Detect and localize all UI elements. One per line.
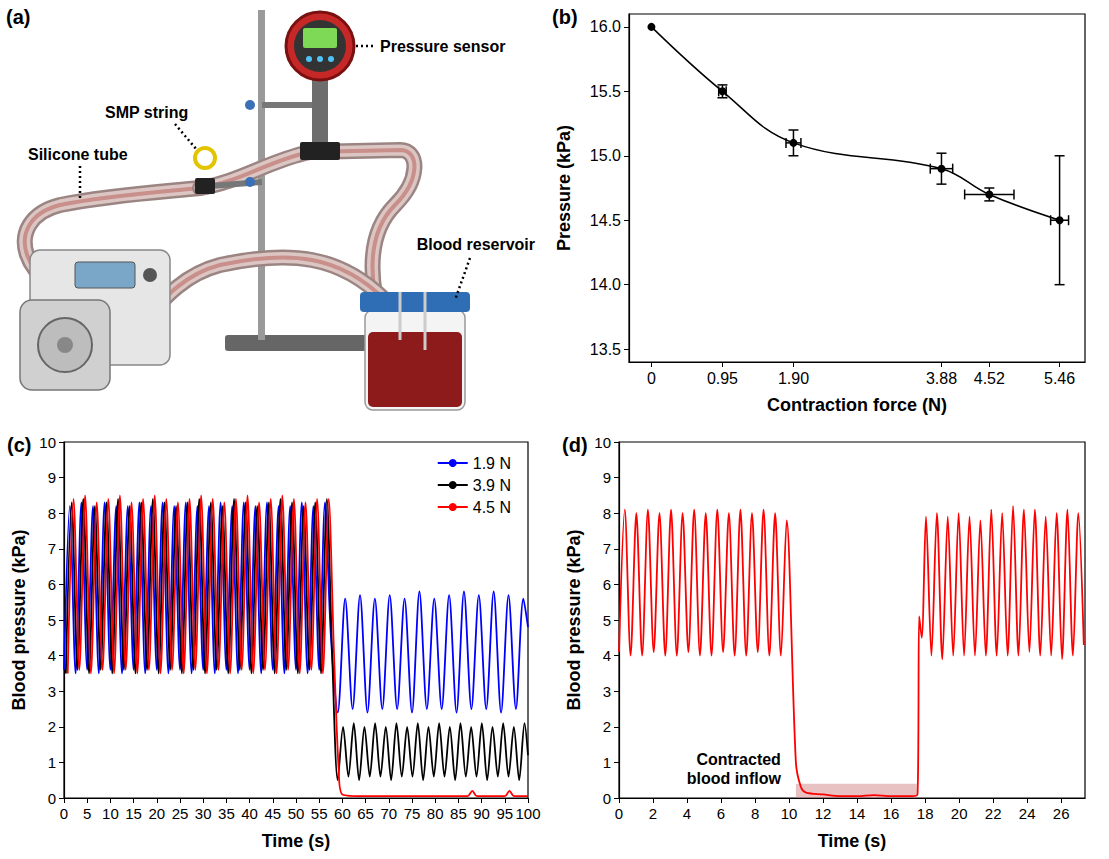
svg-text:0: 0 [60, 805, 68, 822]
svg-text:6: 6 [48, 576, 56, 593]
svg-text:35: 35 [218, 805, 235, 822]
svg-text:Contracted: Contracted [696, 751, 780, 768]
svg-text:4: 4 [683, 805, 691, 822]
svg-text:Blood reservoir: Blood reservoir [417, 236, 535, 253]
svg-text:40: 40 [241, 805, 258, 822]
svg-text:10: 10 [39, 434, 56, 451]
svg-text:55: 55 [311, 805, 328, 822]
svg-text:1: 1 [48, 754, 56, 771]
svg-text:75: 75 [404, 805, 421, 822]
svg-text:10: 10 [102, 805, 119, 822]
svg-text:Time (s): Time (s) [262, 831, 331, 851]
svg-text:50: 50 [288, 805, 305, 822]
svg-text:0: 0 [48, 790, 56, 807]
svg-text:3: 3 [603, 683, 611, 700]
svg-text:4: 4 [603, 647, 611, 664]
svg-text:45: 45 [264, 805, 281, 822]
svg-text:10: 10 [781, 805, 798, 822]
svg-text:16.0: 16.0 [590, 18, 621, 35]
svg-text:5: 5 [48, 612, 56, 629]
svg-text:14: 14 [849, 805, 866, 822]
svg-text:5.46: 5.46 [1044, 370, 1075, 387]
svg-text:70: 70 [380, 805, 397, 822]
svg-text:3: 3 [48, 683, 56, 700]
svg-text:Time (s): Time (s) [818, 831, 887, 851]
svg-text:15.0: 15.0 [590, 147, 621, 164]
svg-text:0.95: 0.95 [707, 370, 738, 387]
svg-text:22: 22 [985, 805, 1002, 822]
svg-text:16: 16 [883, 805, 900, 822]
svg-text:(b): (b) [552, 6, 578, 28]
svg-text:26: 26 [1053, 805, 1070, 822]
svg-text:10: 10 [594, 434, 611, 451]
svg-text:SMP string: SMP string [105, 104, 188, 121]
svg-text:5: 5 [83, 805, 91, 822]
svg-text:20: 20 [951, 805, 968, 822]
svg-text:100: 100 [515, 805, 540, 822]
svg-text:13.5: 13.5 [590, 341, 621, 358]
svg-text:14.5: 14.5 [590, 212, 621, 229]
svg-text:1: 1 [603, 754, 611, 771]
svg-text:65: 65 [357, 805, 374, 822]
svg-text:0: 0 [647, 370, 656, 387]
svg-text:0: 0 [615, 805, 623, 822]
svg-text:85: 85 [450, 805, 467, 822]
svg-text:0: 0 [603, 790, 611, 807]
svg-text:8: 8 [751, 805, 759, 822]
svg-text:Blood pressure (kPa): Blood pressure (kPa) [564, 529, 584, 710]
svg-text:(d): (d) [562, 434, 588, 456]
svg-text:12: 12 [815, 805, 832, 822]
svg-text:20: 20 [148, 805, 165, 822]
svg-text:3.88: 3.88 [926, 370, 957, 387]
svg-text:18: 18 [917, 805, 934, 822]
svg-text:60: 60 [334, 805, 351, 822]
svg-text:8: 8 [48, 505, 56, 522]
svg-text:2: 2 [649, 805, 657, 822]
svg-text:2: 2 [603, 718, 611, 735]
svg-text:5: 5 [603, 612, 611, 629]
svg-text:(c): (c) [7, 434, 31, 456]
svg-text:14.0: 14.0 [590, 276, 621, 293]
svg-text:15.5: 15.5 [590, 83, 621, 100]
svg-text:Silicone tube: Silicone tube [28, 146, 128, 163]
svg-text:7: 7 [48, 540, 56, 557]
svg-text:6: 6 [603, 576, 611, 593]
svg-text:2: 2 [48, 718, 56, 735]
svg-text:80: 80 [427, 805, 444, 822]
svg-text:6: 6 [717, 805, 725, 822]
svg-text:95: 95 [496, 805, 513, 822]
svg-text:4: 4 [48, 647, 56, 664]
svg-text:Contraction force (N): Contraction force (N) [767, 395, 947, 415]
svg-text:15: 15 [125, 805, 142, 822]
svg-text:24: 24 [1019, 805, 1036, 822]
svg-text:90: 90 [473, 805, 490, 822]
svg-text:4.52: 4.52 [974, 370, 1005, 387]
svg-text:4.5 N: 4.5 N [473, 499, 511, 516]
svg-text:3.9 N: 3.9 N [473, 477, 511, 494]
svg-text:25: 25 [172, 805, 189, 822]
svg-text:Pressure sensor: Pressure sensor [380, 38, 505, 55]
svg-text:1.90: 1.90 [778, 370, 809, 387]
svg-text:Pressure (kPa): Pressure (kPa) [554, 125, 574, 251]
svg-text:8: 8 [603, 505, 611, 522]
svg-text:9: 9 [48, 469, 56, 486]
svg-text:30: 30 [195, 805, 212, 822]
svg-text:blood inflow: blood inflow [687, 770, 782, 787]
svg-text:1.9 N: 1.9 N [473, 455, 511, 472]
svg-text:Blood pressure (kPa): Blood pressure (kPa) [9, 529, 29, 710]
svg-text:9: 9 [603, 469, 611, 486]
svg-text:(a): (a) [6, 6, 30, 28]
svg-text:7: 7 [603, 540, 611, 557]
